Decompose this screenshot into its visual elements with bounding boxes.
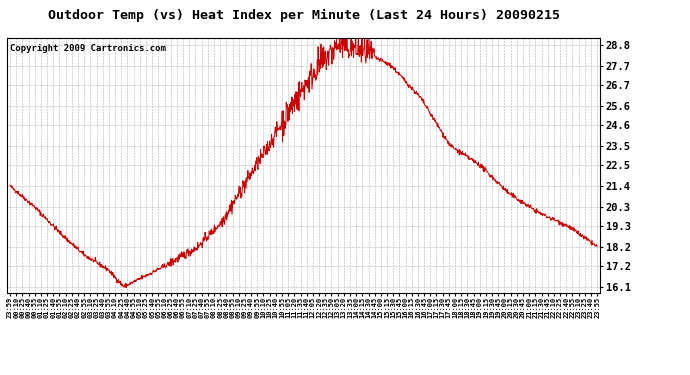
- Text: Outdoor Temp (vs) Heat Index per Minute (Last 24 Hours) 20090215: Outdoor Temp (vs) Heat Index per Minute …: [48, 9, 560, 22]
- Text: Copyright 2009 Cartronics.com: Copyright 2009 Cartronics.com: [10, 44, 166, 53]
